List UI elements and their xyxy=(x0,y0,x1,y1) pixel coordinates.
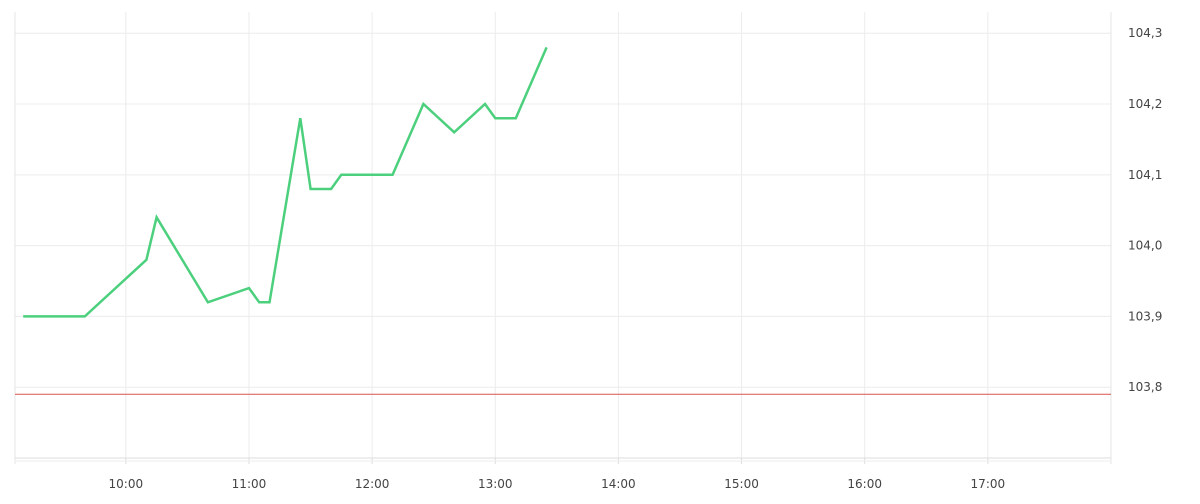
y-tick-label: 103,9 xyxy=(1128,309,1162,323)
tick-labels: 10:00 11:00 12:00 13:00 14:00 15:00 16:00 17:00… xyxy=(109,26,1163,491)
y-tick-label: 104,2 xyxy=(1128,97,1162,111)
x-tick-label: 17:00 xyxy=(971,477,1006,491)
x-tick-label: 13:00 xyxy=(478,477,513,491)
series-line xyxy=(23,46,548,318)
x-tick-label: 14:00 xyxy=(601,477,636,491)
x-tick-label: 15:00 xyxy=(724,477,759,491)
y-tick-label: 104,1 xyxy=(1128,168,1162,182)
x-tick-label: 10:00 xyxy=(109,477,144,491)
axes xyxy=(14,12,1112,464)
y-tick-label: 103,8 xyxy=(1128,380,1162,394)
grid xyxy=(15,12,1111,458)
y-tick-label: 104,3 xyxy=(1128,26,1162,40)
x-tick-label: 16:00 xyxy=(847,477,882,491)
series-group xyxy=(23,46,548,318)
x-tick-label: 12:00 xyxy=(355,477,390,491)
y-tick-label: 104,0 xyxy=(1128,239,1162,253)
x-tick-label: 11:00 xyxy=(232,477,267,491)
